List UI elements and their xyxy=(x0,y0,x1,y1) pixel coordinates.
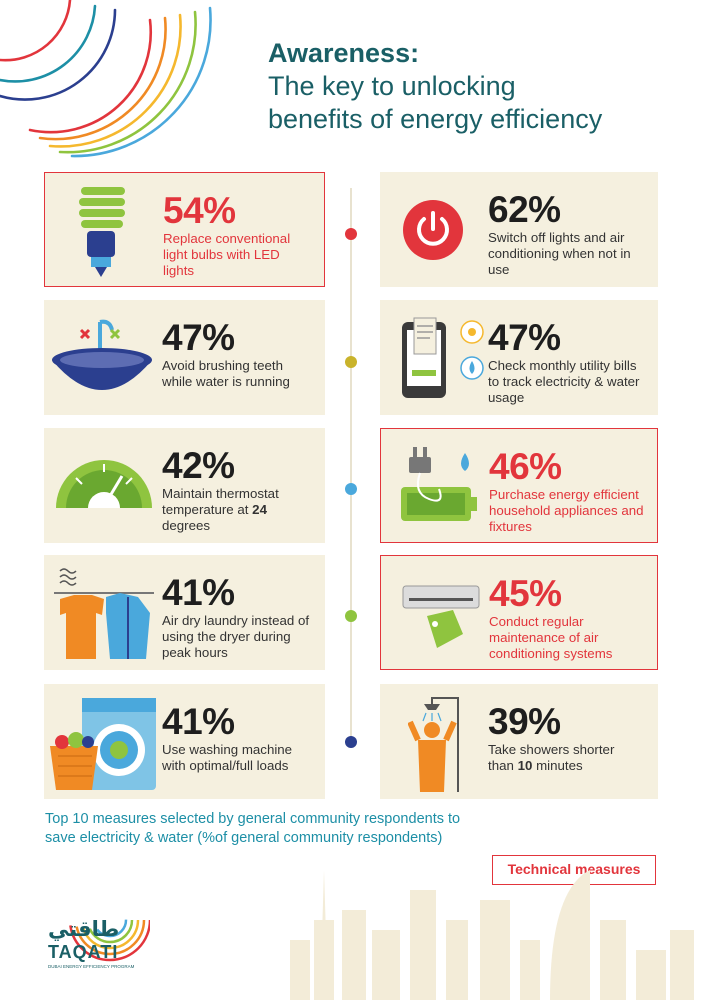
measure-percent: 62% xyxy=(488,189,561,230)
chart-footnote: Top 10 measures selected by general comm… xyxy=(45,811,461,846)
measure-card-shower: 39% Take showers shorter than 10 minutes xyxy=(380,684,658,799)
washing-machine-icon xyxy=(50,698,156,790)
measure-card-bills: 47% Check monthly utility bills to track… xyxy=(380,300,658,415)
measure-card-laundry: 41% Air dry laundry instead of using the… xyxy=(44,555,325,670)
measure-description: Check monthly utility bills to track ele… xyxy=(488,358,640,405)
timeline-dot xyxy=(345,610,357,622)
logo-tagline: DUBAI ENERGY EFFICIENCY PROGRAM xyxy=(48,964,135,969)
timeline-dot xyxy=(345,228,357,240)
measure-description: Use washing machine with optimal/full lo… xyxy=(162,742,293,773)
measure-card-led: 54% Replace conventional light bulbs wit… xyxy=(44,172,325,287)
measure-card-washing: 41% Use washing machine with optimal/ful… xyxy=(44,684,325,799)
timeline-dot xyxy=(345,736,357,748)
plug-battery-icon xyxy=(401,447,477,521)
measure-card-appliances: 46% Purchase energy efficient household … xyxy=(380,428,658,543)
led-bulb-icon xyxy=(79,187,125,277)
measure-card-ac-maintenance: 45% Conduct regular maintenance of air c… xyxy=(380,555,658,670)
measure-description: Maintain thermostat temperature at 24 de… xyxy=(162,486,279,533)
measure-percent: 42% xyxy=(162,445,235,486)
measure-card-thermostat: 42% Maintain thermostat temperature at 2… xyxy=(44,428,325,543)
air-conditioner-icon xyxy=(402,585,480,648)
laundry-clothes-icon xyxy=(54,568,154,659)
measure-description: Air dry laundry instead of using the dry… xyxy=(162,613,310,660)
timeline-dot xyxy=(345,356,357,368)
power-button-icon xyxy=(403,200,463,260)
taqati-logo-icon xyxy=(68,878,150,962)
logo-arabic-text: طاقتي xyxy=(48,918,120,941)
logo-latin-text: TAQATI xyxy=(48,942,119,962)
measure-description: Take showers shorter than 10 minutes xyxy=(488,742,615,773)
title-line-1: Awareness: xyxy=(268,38,420,68)
measure-card-switch-off: 62% Switch off lights and air conditioni… xyxy=(380,172,658,287)
measure-percent: 41% xyxy=(162,572,235,613)
measure-percent: 54% xyxy=(163,190,236,231)
phone-bill-icon xyxy=(402,317,484,398)
measure-percent: 39% xyxy=(488,701,561,742)
measure-description: Purchase energy efficient household appl… xyxy=(489,487,644,534)
measure-description: Replace conventional light bulbs with LE… xyxy=(163,231,291,278)
decorative-arcs xyxy=(0,0,212,158)
sink-icon xyxy=(52,319,152,390)
measure-description: Avoid brushing teeth while water is runn… xyxy=(162,358,290,389)
measure-percent: 46% xyxy=(489,446,562,487)
measure-card-brushing: 47% Avoid brushing teeth while water is … xyxy=(44,300,325,415)
measure-percent: 45% xyxy=(489,573,562,614)
shower-icon xyxy=(408,697,459,792)
measure-description: Conduct regular maintenance of air condi… xyxy=(489,614,613,661)
title-line-2: The key to unlocking benefits of energy … xyxy=(268,71,603,134)
measure-description: Switch off lights and air conditioning w… xyxy=(488,230,631,277)
measure-percent: 47% xyxy=(162,317,235,358)
timeline-line xyxy=(350,188,352,748)
city-skyline-illustration xyxy=(290,870,694,1000)
timeline-dot xyxy=(345,483,357,495)
measure-percent: 47% xyxy=(488,317,561,358)
measure-percent: 41% xyxy=(162,701,235,742)
thermostat-gauge-icon xyxy=(56,460,152,508)
